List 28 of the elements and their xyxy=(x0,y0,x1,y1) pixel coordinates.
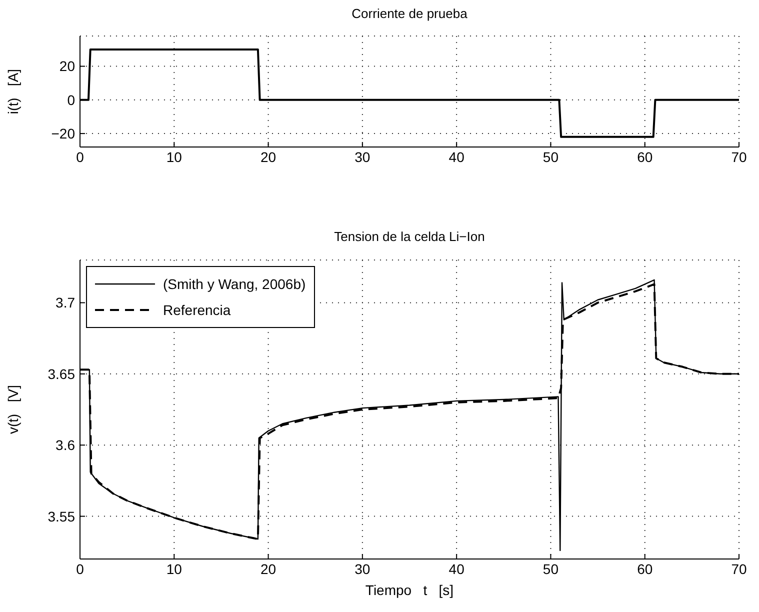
x-tick-label: 40 xyxy=(448,148,465,165)
x-tick-label: 60 xyxy=(637,148,653,165)
x-tick-label: 10 xyxy=(166,560,182,577)
x-tick-label: 40 xyxy=(448,560,465,577)
y-tick-label: 3.65 xyxy=(48,366,76,382)
y-tick-label: 3.6 xyxy=(56,437,76,454)
x-tick-label: 30 xyxy=(354,148,370,165)
x-tick-label: 60 xyxy=(637,560,653,577)
x-tick-label: 20 xyxy=(260,148,276,165)
y-tick-label: 3.7 xyxy=(56,294,76,311)
x-tick-label: 70 xyxy=(731,148,747,165)
y-axis-title: v(t) [V] xyxy=(5,385,21,434)
y-tick-label: −20 xyxy=(51,126,76,142)
y-tick-label: 3.55 xyxy=(48,508,76,524)
x-tick-label: 50 xyxy=(542,148,559,165)
legend-label: (Smith y Wang, 2006b) xyxy=(163,276,306,292)
chart-title: Tension de la celda Li−Ion xyxy=(333,228,486,246)
legend-label: Referencia xyxy=(163,302,231,318)
x-tick-label: 50 xyxy=(542,560,559,577)
x-tick-label: 20 xyxy=(260,560,276,577)
x-axis-title: Tiempo t [s] xyxy=(365,582,454,598)
y-axis-title: i(t) [A] xyxy=(5,68,21,114)
x-tick-label: 30 xyxy=(354,560,370,577)
y-tick-label: 20 xyxy=(59,58,76,74)
y-tick-label: 0 xyxy=(67,92,76,108)
x-tick-label: 10 xyxy=(166,148,182,165)
x-tick-label: 70 xyxy=(731,560,747,577)
chart-title: Corriente de prueba xyxy=(350,5,468,23)
